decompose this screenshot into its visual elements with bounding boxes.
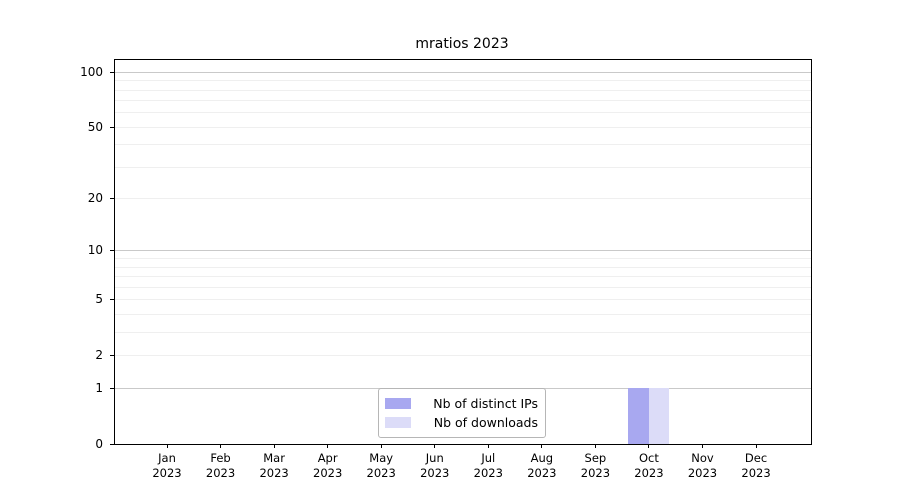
x-tick-month: Dec: [744, 451, 768, 465]
x-tick-month: Sep: [584, 451, 607, 465]
y-gridline-major: [115, 250, 811, 252]
x-tick-label: Jun 2023: [403, 451, 467, 481]
y-gridline-minor: [115, 258, 811, 260]
x-tick: [541, 444, 543, 448]
x-tick-year: 2023: [205, 466, 236, 480]
x-tick-year: 2023: [527, 466, 557, 480]
x-tick-month: May: [369, 451, 394, 465]
legend-label: Nb of distinct IPs: [433, 396, 538, 411]
y-gridline-minor: [115, 286, 811, 288]
x-tick-label: May 2023: [349, 451, 413, 481]
y-tick-label: 50: [87, 119, 103, 134]
x-tick-month: Jun: [425, 451, 444, 465]
y-gridline-minor: [115, 80, 811, 82]
x-tick-year: 2023: [634, 466, 664, 480]
plot-area: 0 1 2 5 10 20 50 100 Jan 2023 Feb 2023 Mar 2023 Apr 202…: [80, 59, 812, 480]
y-gridline-minor: [115, 355, 811, 357]
y-tick-label: 1: [95, 380, 103, 395]
x-tick-year: 2023: [366, 466, 396, 480]
x-tick-year: 2023: [152, 466, 182, 480]
y-tick: [110, 198, 114, 200]
x-tick-label: Sep 2023: [563, 451, 627, 481]
y-tick-label: 20: [87, 191, 103, 206]
x-tick-year: 2023: [741, 466, 771, 480]
x-tick-month: Nov: [691, 451, 714, 465]
y-tick: [110, 126, 114, 128]
y-tick: [110, 71, 114, 73]
y-gridline-minor: [115, 299, 811, 301]
y-gridline-minor: [115, 331, 811, 333]
x-tick-label: Jan 2023: [135, 451, 199, 481]
x-tick: [380, 444, 382, 448]
y-gridline-minor: [115, 313, 811, 315]
bar-nb-of-downloads: [648, 388, 670, 444]
y-tick: [110, 387, 114, 389]
legend: Nb of distinct IPs Nb of downloads: [378, 388, 546, 438]
x-tick-label: Aug 2023: [510, 451, 574, 481]
x-tick: [327, 444, 329, 448]
y-tick-label: 10: [87, 243, 103, 258]
x-tick: [702, 444, 703, 448]
y-gridline-major: [115, 71, 811, 73]
y-tick: [110, 443, 114, 445]
y-gridline-minor: [115, 112, 811, 114]
legend-entry: Nb of distinct IPs: [385, 394, 538, 413]
x-tick-label: Nov 2023: [671, 451, 735, 481]
y-tick: [110, 355, 114, 357]
legend-swatch-downloads: [385, 417, 411, 428]
y-tick-label: 100: [80, 64, 103, 79]
x-tick-label: Oct 2023: [617, 451, 681, 481]
x-tick-year: 2023: [473, 466, 503, 480]
y-tick-label: 5: [95, 292, 103, 307]
x-tick-label: Dec 2023: [724, 451, 788, 481]
x-tick-month: Oct: [638, 451, 659, 465]
x-tick-label: Apr 2023: [296, 451, 360, 481]
x-tick-month: Apr: [317, 451, 338, 465]
legend-entry: Nb of downloads: [385, 413, 538, 432]
y-tick-label: 0: [95, 436, 103, 451]
chart-title: mratios 2023: [415, 36, 509, 52]
x-tick-label: Feb 2023: [189, 451, 253, 481]
x-tick-year: 2023: [580, 466, 611, 480]
y-gridline-minor: [115, 89, 811, 91]
y-gridline-minor: [115, 266, 811, 268]
x-tick-month: Jul: [481, 451, 496, 465]
x-tick-month: Feb: [210, 451, 231, 465]
x-tick-label: Jul 2023: [456, 451, 520, 481]
x-tick: [755, 444, 757, 448]
x-tick-label: Mar 2023: [242, 451, 306, 481]
x-tick-year: 2023: [687, 466, 718, 480]
x-tick-month: Mar: [263, 451, 285, 465]
y-tick: [110, 299, 114, 301]
x-tick-year: 2023: [259, 466, 289, 480]
x-tick: [648, 444, 650, 448]
y-gridline-minor: [115, 126, 811, 128]
x-tick: [273, 444, 275, 448]
y-gridline-minor: [115, 276, 811, 278]
y-gridline-minor: [115, 100, 811, 102]
legend-swatch-distinct-ips: [385, 398, 411, 409]
x-tick: [166, 444, 168, 448]
x-tick: [434, 444, 436, 448]
bar-nb-of-distinct-ips: [628, 388, 649, 444]
x-tick-year: 2023: [420, 466, 450, 480]
y-tick: [110, 250, 114, 252]
y-tick-label: 2: [95, 348, 103, 363]
y-gridline-minor: [115, 167, 811, 168]
x-tick-month: Aug: [530, 451, 554, 465]
legend-label: Nb of downloads: [433, 415, 538, 430]
y-gridline-minor: [115, 198, 811, 200]
x-tick-month: Jan: [158, 451, 176, 465]
x-tick-year: 2023: [313, 466, 343, 480]
x-tick: [594, 444, 596, 448]
x-tick: [487, 444, 489, 448]
y-gridline-minor: [115, 144, 811, 146]
x-tick: [220, 444, 222, 448]
